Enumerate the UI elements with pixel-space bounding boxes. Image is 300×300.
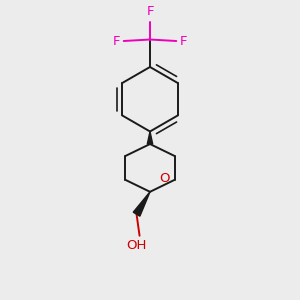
Text: O: O	[159, 172, 170, 185]
Text: F: F	[146, 5, 154, 18]
Text: F: F	[112, 34, 120, 47]
Text: F: F	[180, 34, 188, 47]
Polygon shape	[133, 192, 150, 216]
Polygon shape	[147, 131, 153, 144]
Text: OH: OH	[126, 239, 147, 252]
